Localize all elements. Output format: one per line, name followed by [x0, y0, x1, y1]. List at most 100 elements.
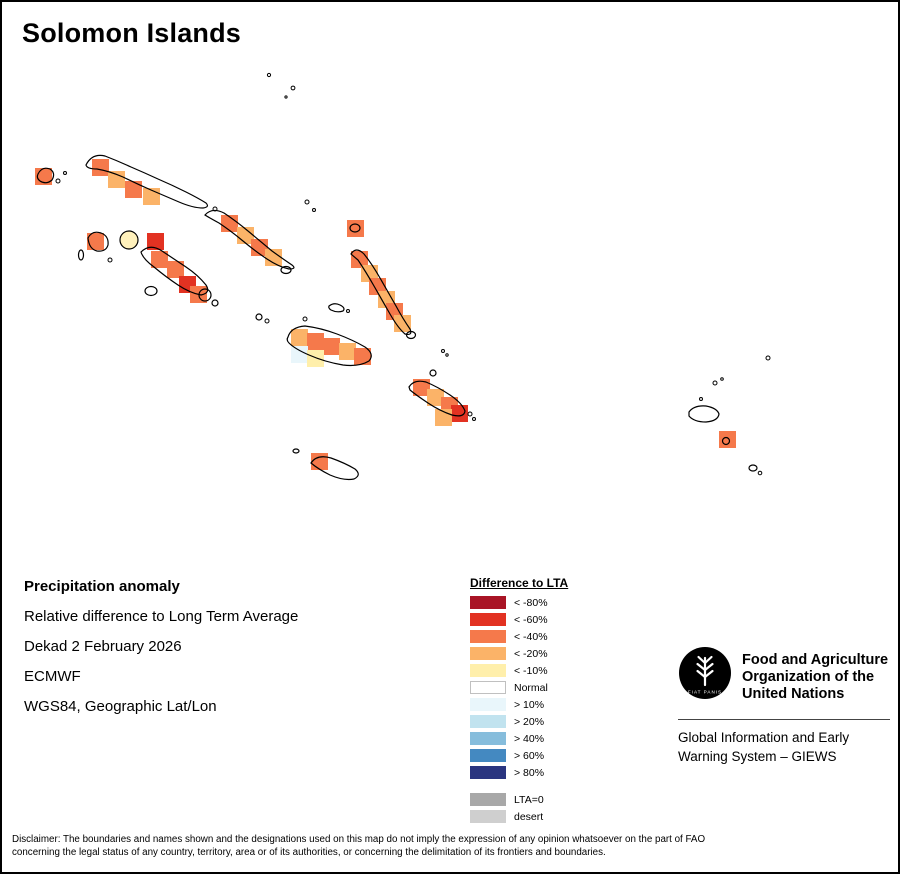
legend-swatch: [470, 715, 506, 728]
island-ranongga: [77, 249, 85, 261]
anomaly-cell--40: [167, 261, 184, 278]
islet-duff: [765, 355, 771, 361]
legend-swatch: [470, 810, 506, 823]
islet-gizo: [107, 257, 113, 263]
anomaly-cell--40: [311, 453, 328, 470]
anomaly-cell--20: [291, 329, 308, 346]
islet-sikaiana-2: [445, 353, 449, 357]
anomaly-cell--40: [354, 348, 371, 365]
fao-divider: [678, 719, 890, 720]
island-shortland: [36, 167, 55, 184]
legend-label: LTA=0: [514, 793, 544, 806]
legend-swatch: [470, 681, 506, 694]
anomaly-cell--40: [251, 239, 268, 256]
islet-isabel-n-2: [312, 208, 316, 212]
anomaly-cell--60: [451, 405, 468, 422]
legend-item: Normal: [470, 681, 568, 694]
island-dai: [349, 223, 361, 233]
legend-label: desert: [514, 810, 544, 823]
anomaly-cell--10: [307, 350, 324, 367]
legend-swatch: [470, 664, 506, 677]
legend-swatch: [470, 630, 506, 643]
legend-swatch: [470, 596, 506, 609]
anomaly-cell--40: [87, 233, 104, 250]
giews-line-2: Warning System – GIEWS: [678, 749, 837, 764]
island-russell-1: [255, 313, 263, 321]
islet-reef-1: [712, 380, 718, 386]
island-russell-2: [264, 318, 270, 324]
legend: Difference to LTA < -80% < -60% < -40% < -2…: [470, 576, 568, 827]
island-choiseul: [85, 154, 209, 209]
legend-label: < -40%: [514, 630, 548, 643]
islet-santa-catalina: [472, 417, 476, 421]
info-block: Precipitation anomaly Relative differenc…: [24, 572, 298, 722]
legend-item: > 40%: [470, 732, 568, 745]
info-line-source: ECMWF: [24, 668, 81, 685]
anomaly-cell--40: [719, 431, 736, 448]
legend-label: > 10%: [514, 698, 545, 711]
island-vangunu: [198, 288, 212, 302]
legend-label: < -20%: [514, 647, 548, 660]
legend-label: > 20%: [514, 715, 545, 728]
legend-items: < -80% < -60% < -40% < -20% < -10% Normal > 10…: [470, 596, 568, 779]
legend-label: Normal: [514, 681, 548, 694]
anomaly-cell--40: [221, 215, 238, 232]
info-line-projection: WGS84, Geographic Lat/Lon: [24, 698, 217, 715]
island-utupua: [721, 436, 731, 446]
legend-item: < -40%: [470, 630, 568, 643]
islet-ontong-java-3: [284, 95, 288, 99]
island-new-georgia: [140, 246, 209, 296]
island-malaita: [350, 249, 412, 336]
anomaly-cell--40: [92, 159, 109, 176]
legend-item: > 80%: [470, 766, 568, 779]
fao-org-line-3: United Nations: [742, 686, 845, 702]
anomaly-cell--40: [307, 333, 324, 350]
islet-vanikoro-e: [757, 470, 763, 476]
legend-swatch: [470, 766, 506, 779]
islands-layer: [36, 72, 771, 481]
anomaly-cell--20: [394, 315, 411, 332]
anomaly-cell--20: [265, 249, 282, 266]
island-florida: [328, 303, 345, 313]
legend-swatch: [470, 647, 506, 660]
anomaly-cells-layer: [35, 159, 736, 470]
legend-swatch: [470, 749, 506, 762]
legend-label: > 60%: [514, 749, 545, 762]
island-kolombangara: [119, 230, 139, 250]
legend-swatch: [470, 698, 506, 711]
legend-item: < -60%: [470, 613, 568, 626]
islet-isabel-n-1: [304, 199, 310, 205]
anomaly-cell--20: [361, 265, 378, 282]
legend-swatch: [470, 793, 506, 806]
legend-swatch: [470, 613, 506, 626]
anomaly-cell--20: [427, 389, 444, 406]
islet-shortland-2: [63, 171, 67, 175]
legend-label: > 80%: [514, 766, 545, 779]
page-title: Solomon Islands: [22, 18, 242, 48]
island-makira: [408, 380, 466, 417]
anomaly-cell--20: [339, 343, 356, 360]
island-rendova: [144, 285, 158, 297]
info-line-dekad: Dekad 2 February 2026: [24, 638, 182, 655]
island-san-jorge: [280, 265, 292, 275]
fao-org-name: Food and Agriculture Organization of the…: [742, 646, 888, 703]
fao-block: FIAT PANIS Food and Agriculture Organiza…: [678, 646, 892, 766]
info-line-subtitle: Relative difference to Long Term Average: [24, 608, 299, 625]
anomaly-cell--40: [413, 379, 430, 396]
fao-org-line-1: Food and Agriculture: [742, 652, 889, 668]
islet-tinakula: [699, 397, 703, 401]
legend-item: > 10%: [470, 698, 568, 711]
islet-shortland-1: [55, 178, 61, 184]
fao-logo-motto: FIAT PANIS: [688, 690, 722, 695]
anomaly-cell--20: [108, 171, 125, 188]
legend-extra: LTA=0 desert: [470, 793, 568, 823]
legend-item: > 60%: [470, 749, 568, 762]
island-ulawa: [429, 369, 437, 377]
anomaly-cell--40: [347, 220, 364, 237]
islet-ontong-java-2: [290, 85, 296, 91]
island-gatokae: [211, 299, 219, 307]
anomaly-cell--40: [351, 251, 368, 268]
legend-item: < -10%: [470, 664, 568, 677]
fao-logo: FIAT PANIS: [678, 646, 732, 705]
